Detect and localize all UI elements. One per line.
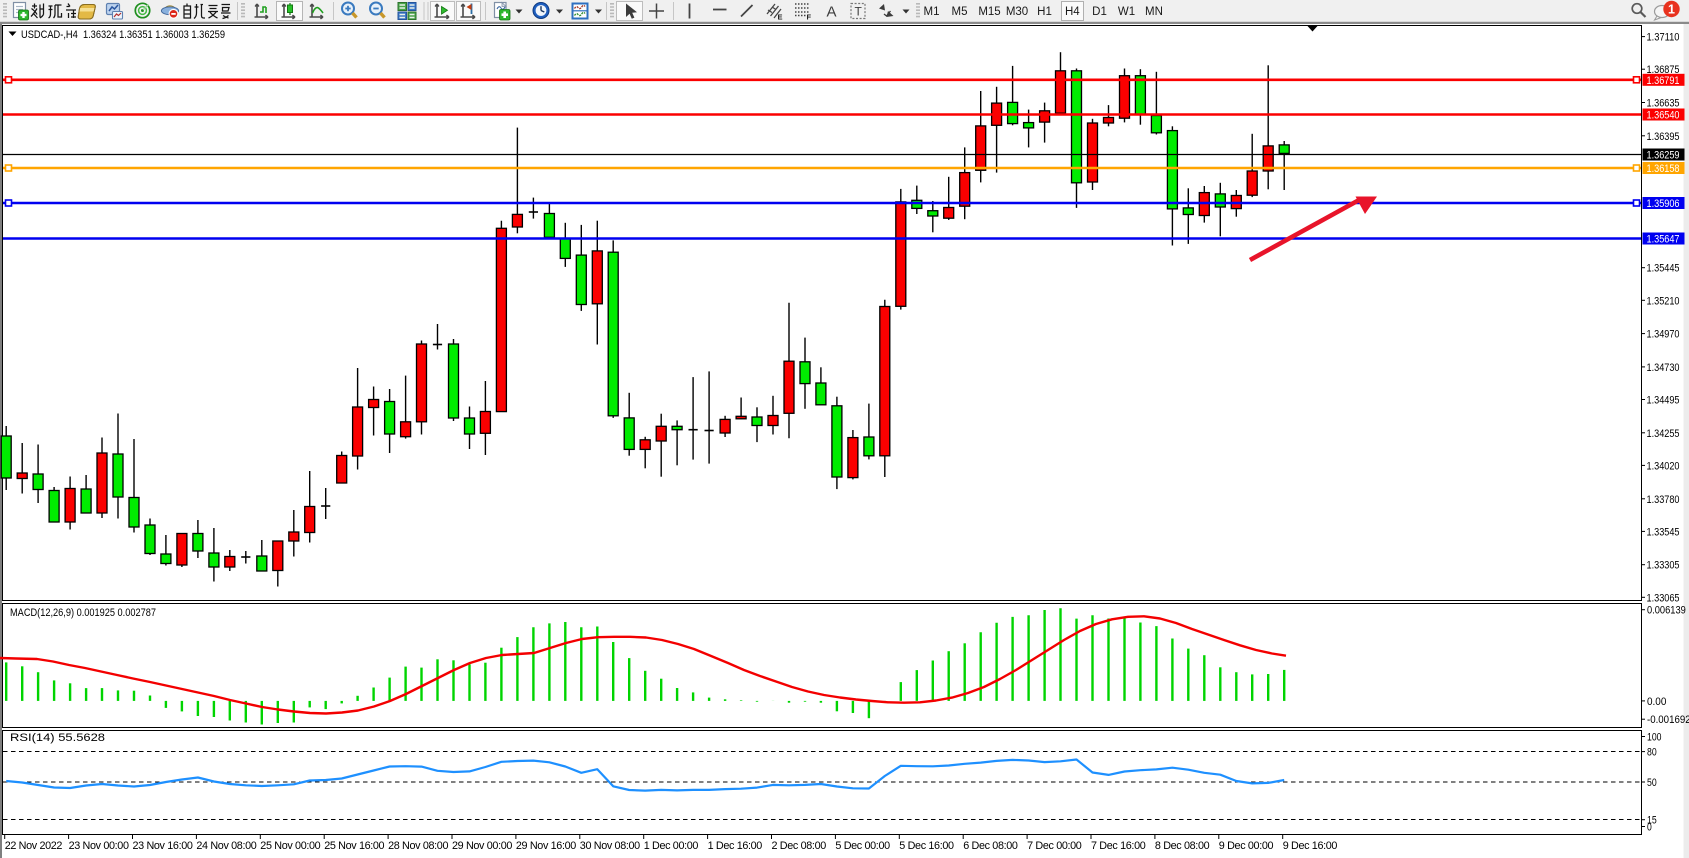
svg-text:25 Nov 00:00: 25 Nov 00:00	[260, 840, 320, 852]
svg-text:1.36259: 1.36259	[1647, 150, 1680, 162]
svg-text:24 Nov 08:00: 24 Nov 08:00	[196, 840, 256, 852]
svg-text:6 Dec 08:00: 6 Dec 08:00	[963, 840, 1018, 852]
svg-text:2 Dec 08:00: 2 Dec 08:00	[772, 840, 827, 852]
svg-text:9 Dec 00:00: 9 Dec 00:00	[1219, 840, 1274, 852]
svg-text:0.006139: 0.006139	[1647, 605, 1686, 617]
svg-text:9 Dec 16:00: 9 Dec 16:00	[1283, 840, 1338, 852]
svg-text:1.36875: 1.36875	[1647, 64, 1680, 76]
svg-text:30 Nov 08:00: 30 Nov 08:00	[580, 840, 640, 852]
svg-text:1.36395: 1.36395	[1647, 131, 1680, 143]
svg-text:1.34730: 1.34730	[1647, 362, 1680, 374]
svg-text:-0.001692: -0.001692	[1647, 714, 1689, 726]
svg-text:W1: W1	[1118, 6, 1135, 18]
svg-text:A: A	[827, 4, 837, 21]
svg-text:15: 15	[1647, 815, 1657, 827]
svg-text:5 Dec 16:00: 5 Dec 16:00	[899, 840, 954, 852]
svg-text:0.00: 0.00	[1647, 696, 1666, 708]
svg-text:1.35906: 1.35906	[1647, 198, 1680, 210]
svg-text:RSI(14) 55.5628: RSI(14) 55.5628	[10, 732, 105, 744]
svg-text:M1: M1	[924, 6, 940, 18]
svg-text:D1: D1	[1092, 6, 1107, 18]
svg-text:1.35445: 1.35445	[1647, 263, 1680, 275]
svg-text:50: 50	[1647, 777, 1657, 789]
svg-text:1.36635: 1.36635	[1647, 98, 1680, 110]
svg-text:1.33545: 1.33545	[1647, 526, 1680, 538]
svg-text:1.34255: 1.34255	[1647, 428, 1680, 440]
svg-text:0: 0	[1647, 822, 1652, 834]
svg-text:7 Dec 16:00: 7 Dec 16:00	[1091, 840, 1146, 852]
svg-text:M15: M15	[978, 6, 1000, 18]
svg-text:29 Nov 16:00: 29 Nov 16:00	[516, 840, 576, 852]
svg-text:F: F	[807, 13, 812, 22]
svg-text:1 Dec 16:00: 1 Dec 16:00	[708, 840, 763, 852]
svg-text:MACD(12,26,9) 0.001925 0.00278: MACD(12,26,9) 0.001925 0.002787	[10, 607, 156, 619]
svg-text:M30: M30	[1006, 6, 1028, 18]
svg-text:22 Nov 2022: 22 Nov 2022	[5, 840, 63, 852]
svg-text:M5: M5	[952, 6, 968, 18]
svg-text:1.36540: 1.36540	[1647, 110, 1680, 122]
svg-text:1.34495: 1.34495	[1647, 395, 1680, 407]
svg-text:H1: H1	[1037, 6, 1052, 18]
svg-text:MN: MN	[1145, 6, 1163, 18]
svg-text:1.33780: 1.33780	[1647, 494, 1680, 506]
svg-text:100: 100	[1647, 732, 1662, 744]
svg-text:28 Nov 08:00: 28 Nov 08:00	[388, 840, 448, 852]
svg-text:1.33065: 1.33065	[1647, 592, 1680, 604]
svg-text:1.36158: 1.36158	[1647, 163, 1680, 175]
svg-text:29 Nov 00:00: 29 Nov 00:00	[452, 840, 512, 852]
svg-text:5 Dec 00:00: 5 Dec 00:00	[835, 840, 890, 852]
svg-text:1.33305: 1.33305	[1647, 560, 1680, 572]
svg-text:23 Nov 00:00: 23 Nov 00:00	[69, 840, 129, 852]
svg-text:1.37110: 1.37110	[1647, 32, 1680, 44]
svg-text:1 Dec 00:00: 1 Dec 00:00	[644, 840, 699, 852]
svg-text:1.34020: 1.34020	[1647, 460, 1680, 472]
svg-text:E: E	[778, 13, 783, 22]
svg-text:8 Dec 08:00: 8 Dec 08:00	[1155, 840, 1210, 852]
svg-text:1: 1	[1668, 3, 1675, 17]
svg-text:1.34970: 1.34970	[1647, 329, 1680, 341]
svg-text:1.35210: 1.35210	[1647, 295, 1680, 307]
svg-text:H4: H4	[1065, 6, 1080, 18]
svg-text:80: 80	[1647, 747, 1657, 759]
svg-text:25 Nov 16:00: 25 Nov 16:00	[324, 840, 384, 852]
svg-text:1.35647: 1.35647	[1647, 234, 1680, 246]
svg-text:USDCAD-,H4 1.36324 1.36351 1.: USDCAD-,H4 1.36324 1.36351 1.36003 1.362…	[21, 29, 225, 41]
svg-text:7 Dec 00:00: 7 Dec 00:00	[1027, 840, 1082, 852]
svg-text:23 Nov 16:00: 23 Nov 16:00	[133, 840, 193, 852]
svg-text:T: T	[855, 5, 863, 19]
svg-text:1.36791: 1.36791	[1647, 75, 1680, 87]
